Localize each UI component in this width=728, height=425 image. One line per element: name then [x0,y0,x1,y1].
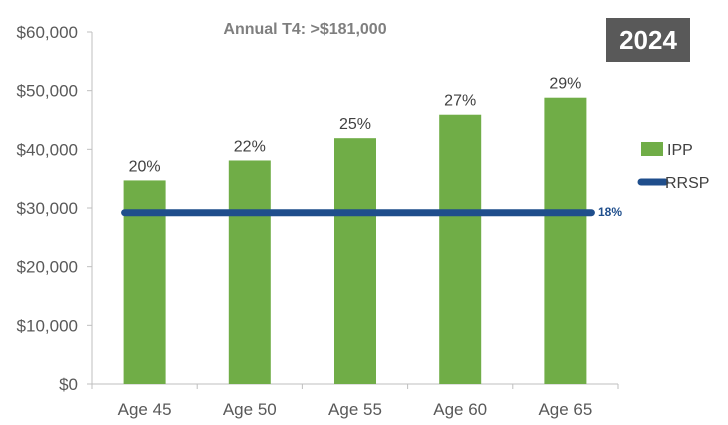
y-tick-label: $30,000 [17,199,78,218]
bar-data-label: 25% [339,116,371,133]
bar-group [123,97,587,384]
y-tick-label: $60,000 [17,23,78,42]
x-tick-label: Age 60 [433,400,487,419]
y-tick-label: $20,000 [17,258,78,277]
y-tick-label: $10,000 [17,316,78,335]
bar-data-label: 20% [129,158,161,175]
x-tick-group: Age 45 Age 50 Age 55 Age 60 Age 65 [91,384,619,419]
bar-ipp [439,114,482,384]
x-tick-label: Age 65 [538,400,592,419]
legend-swatch-ipp [641,142,663,156]
year-badge: 2024 [606,18,690,62]
legend-label-rrsp: RRSP [665,175,709,192]
bar-label-group: 20% 22% 25% 27% 29% [129,76,582,176]
y-tick-label: $50,000 [17,82,78,101]
bar-data-label: 22% [234,138,266,155]
bar-data-label: 29% [549,76,581,93]
x-tick-label: Age 45 [118,400,172,419]
bar-ipp [228,160,271,384]
bar-data-label: 27% [444,93,476,110]
bar-ipp [544,97,587,384]
rrsp-percent-label: 18% [598,205,622,219]
bar-ipp [334,138,376,384]
x-tick-label: Age 55 [328,400,382,419]
y-tick-label: $0 [59,375,78,394]
y-tick-group: $0 $10,000 $20,000 $30,000 $40,000 $50,000 $60… [17,23,92,394]
chart-subtitle: Annual T4: >$181,000 [223,21,386,38]
x-tick-label: Age 50 [223,400,277,419]
legend-label-ipp: IPP [667,142,693,159]
y-tick-label: $40,000 [17,140,78,159]
